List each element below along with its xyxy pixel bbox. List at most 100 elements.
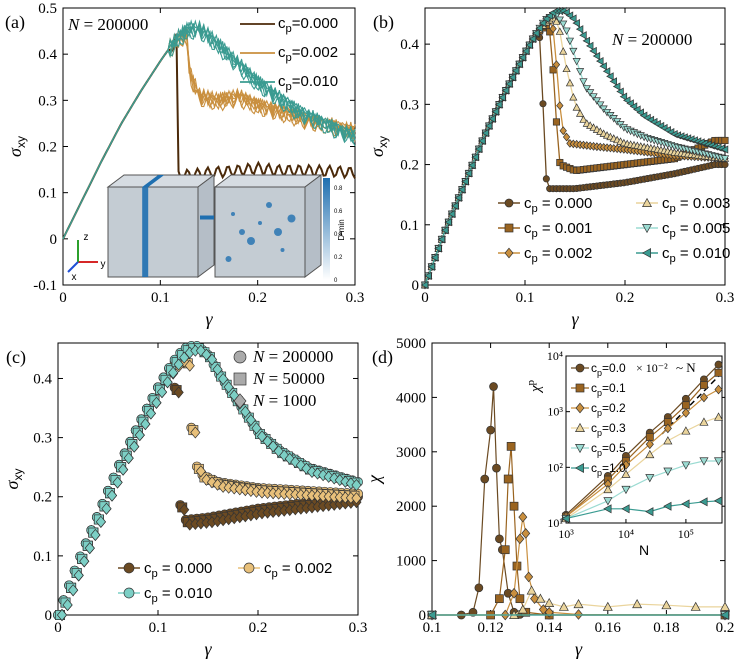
data-point <box>602 601 613 611</box>
data-point <box>579 115 588 123</box>
data-point <box>62 598 73 612</box>
data-point <box>526 585 537 595</box>
data-point <box>440 226 449 235</box>
x-axis-label: γ <box>205 309 213 329</box>
data-point <box>318 469 329 482</box>
data-point <box>524 571 534 583</box>
inset-data-point <box>621 460 631 470</box>
data-point <box>559 126 567 136</box>
inset-data-point <box>645 449 655 459</box>
shear-band-top <box>142 175 165 187</box>
data-point <box>426 610 436 620</box>
data-point <box>190 426 201 439</box>
x-tick-label: 0.3 <box>346 290 365 306</box>
inset-legend-marker <box>574 463 584 473</box>
data-point <box>720 601 730 611</box>
data-point <box>468 607 478 617</box>
data-point <box>592 97 602 105</box>
data-point <box>720 145 729 154</box>
data-point <box>606 72 614 81</box>
data-point <box>509 501 519 511</box>
data-point <box>599 62 607 71</box>
data-point <box>528 34 537 44</box>
data-point <box>123 452 134 465</box>
data-point <box>474 144 483 154</box>
panel-label: (c) <box>6 347 26 368</box>
data-point <box>212 363 223 376</box>
legend-label: cp=0.002 <box>278 44 338 64</box>
data-point <box>168 366 179 379</box>
data-point <box>95 515 106 528</box>
inset-data-point <box>681 499 690 509</box>
data-point <box>559 47 568 55</box>
inset-legend-marker <box>575 363 585 373</box>
x-tick-label: 0.1 <box>423 620 442 636</box>
y-tick-label: 0.1 <box>400 218 419 234</box>
inset-data-point <box>699 417 709 426</box>
x-tick-label: 0.2 <box>248 290 267 306</box>
data-point <box>68 584 79 597</box>
data-point <box>558 601 569 611</box>
inset-legend-marker <box>575 383 585 393</box>
inset-data-point <box>681 461 691 470</box>
axis-name-z: z <box>84 232 89 243</box>
inset-data-point <box>663 436 673 445</box>
data-point <box>545 11 553 20</box>
x-tick-label: 0.3 <box>716 290 735 306</box>
data-point <box>195 465 206 478</box>
inset-y-tick-label: 10⁴ <box>547 349 563 363</box>
data-point <box>517 604 528 614</box>
data-point <box>118 463 129 476</box>
data-point <box>589 46 597 56</box>
data-point <box>616 87 624 96</box>
data-point <box>565 11 574 20</box>
axes-frame <box>424 7 726 286</box>
plastic-spot <box>247 237 255 245</box>
data-point <box>134 429 145 442</box>
data-point <box>494 100 503 109</box>
cube-top <box>213 174 323 188</box>
data-point <box>579 31 587 40</box>
data-point <box>498 93 506 102</box>
legend-label: cp=0.010 <box>278 73 338 93</box>
y-tick-label: 0.2 <box>33 490 52 506</box>
inset-data-point <box>699 497 708 507</box>
legend-label: cp = 0.000 <box>144 560 212 580</box>
data-point <box>720 155 730 163</box>
inset-data-point <box>700 381 708 390</box>
inset-legend-label: cp=0.0 <box>591 361 626 378</box>
y-axis-label: σxy <box>5 136 28 157</box>
size-annotation: N = 200000 <box>611 30 692 49</box>
data-point <box>506 442 516 451</box>
data-point <box>549 24 557 34</box>
data-point <box>480 474 490 484</box>
data-point <box>535 24 543 33</box>
colorbar-tick-label: 0 <box>334 278 338 284</box>
plastic-spot <box>266 202 272 208</box>
size-legend-marker <box>233 350 247 364</box>
size-annotation: N = 200000 <box>67 15 148 34</box>
data-point <box>582 85 591 93</box>
data-point <box>531 29 540 38</box>
data-point <box>273 445 284 458</box>
y-tick-label: 0.4 <box>38 47 57 63</box>
inset-x-tick-label: 10⁵ <box>678 527 694 541</box>
y-tick-label: 0.1 <box>38 186 57 202</box>
legend-label: cp = 0.010 <box>144 585 212 605</box>
y-tick-label: 5000 <box>396 336 426 352</box>
data-point <box>619 92 628 101</box>
y-tick-label: 0 <box>45 608 53 624</box>
data-point <box>427 262 435 271</box>
data-point <box>559 20 568 29</box>
data-point <box>515 594 525 604</box>
inset-data-point <box>699 392 709 403</box>
data-point <box>562 8 570 17</box>
data-point <box>424 271 432 280</box>
legend-label: cp = 0.002 <box>524 245 592 265</box>
data-point <box>212 478 223 491</box>
x-tick-label: 0.2 <box>249 620 268 636</box>
data-point <box>573 598 584 609</box>
x-tick-label: 0.2 <box>616 290 635 306</box>
data-point <box>632 598 643 609</box>
legend-label: cp = 0.002 <box>264 560 332 580</box>
